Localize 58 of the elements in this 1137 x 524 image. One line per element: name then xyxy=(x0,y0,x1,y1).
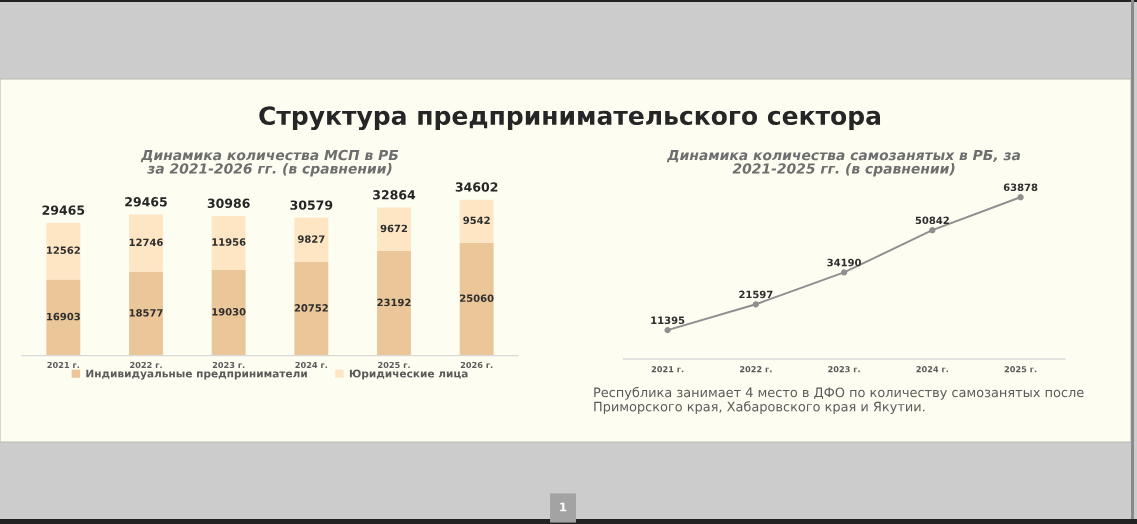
total-label: 30579 xyxy=(290,200,333,210)
bar xyxy=(129,214,163,272)
bar xyxy=(211,215,246,270)
x-tick-label: 2024 г. xyxy=(295,361,328,369)
bar xyxy=(377,251,411,356)
x-tick-label: 2024 г. xyxy=(916,366,949,373)
total-label: 29465 xyxy=(42,205,85,215)
data-label: 12562 xyxy=(47,246,80,255)
data-label: 11956 xyxy=(212,238,246,246)
point xyxy=(752,301,759,308)
annotation: 29465 xyxy=(125,197,167,207)
bar xyxy=(46,222,81,280)
data-label: 9672 xyxy=(380,224,408,233)
chart-title: Динамика количества самозанятых в РБ, за 2021-2025 гг. (в сравнении) xyxy=(666,149,1021,177)
chart-title: Динамика количества МСП в РБ за 2021-2026 гг. (в сравнении) xyxy=(140,149,399,177)
x-tick-label: 2021 г. xyxy=(47,361,80,369)
x-tick-label: 2023 г. xyxy=(828,366,860,373)
data-label: 18577 xyxy=(129,309,163,317)
total-label: 34602 xyxy=(455,182,498,192)
data-label: 20752 xyxy=(294,304,328,312)
point xyxy=(1017,194,1024,201)
data-label: 12746 xyxy=(129,238,163,247)
data-label: 16903 xyxy=(47,312,80,321)
x-tick-label: 2026 г. xyxy=(460,361,493,369)
legend-label: Юридические лица xyxy=(349,369,468,380)
data-label: 34190 xyxy=(827,258,862,267)
data-label: 9542 xyxy=(463,216,490,225)
bar xyxy=(459,199,494,243)
total-label: 30986 xyxy=(207,198,250,208)
bar xyxy=(459,242,494,356)
x-tick-label: 2025 г. xyxy=(378,361,410,369)
bar xyxy=(294,217,329,263)
bar xyxy=(377,207,411,252)
data-label: 19030 xyxy=(212,307,246,316)
point xyxy=(929,227,936,234)
data-label: 50842 xyxy=(915,216,949,225)
legend-label: Индивидуальные предприниматели xyxy=(86,369,307,380)
bar xyxy=(46,279,81,356)
text: Республика занимает 4 место в ДФО по количеству самозанятых после Приморского края, Хабаровского края и Якутии. xyxy=(594,387,1084,414)
x-tick-label: 2021 г. xyxy=(651,366,684,373)
point xyxy=(840,269,848,276)
data-label: 11395 xyxy=(651,316,685,325)
bar xyxy=(294,262,329,356)
total-label: 32864 xyxy=(373,190,416,200)
data-label: 9827 xyxy=(297,235,325,243)
x-tick-label: 2022 г. xyxy=(739,366,772,373)
x-tick-label: 2022 г. xyxy=(130,361,162,369)
bar xyxy=(211,269,246,356)
data-label: 63878 xyxy=(1003,183,1038,192)
data-label: 23192 xyxy=(377,298,411,307)
point xyxy=(664,327,671,334)
text: 1 xyxy=(560,502,567,512)
x-tick-label: 2023 г. xyxy=(212,361,245,369)
text: Структура предпринимательского сектора xyxy=(259,106,881,131)
data-label: 21597 xyxy=(739,290,773,299)
data-label: 25060 xyxy=(460,294,494,302)
x-tick-label: 2025 г. xyxy=(1004,366,1037,373)
bar xyxy=(129,271,163,356)
